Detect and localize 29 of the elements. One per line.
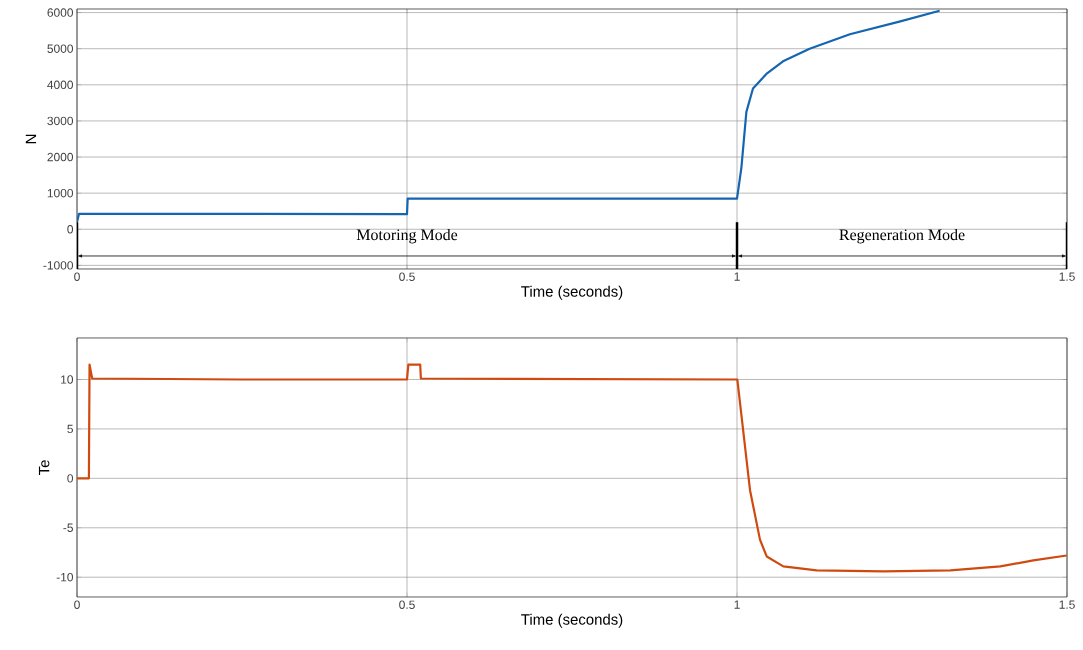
y-tick-label: 0 xyxy=(67,225,74,234)
y-tick-label: 5 xyxy=(67,424,73,434)
x-tick-label: 1 xyxy=(734,600,740,609)
x-tick-label: 1.5 xyxy=(1059,272,1075,281)
y-tick-label: 2000 xyxy=(47,152,74,162)
y-tick-label: 1000 xyxy=(47,188,74,198)
y-tick-label: 3000 xyxy=(47,116,74,126)
x-axis-title: Time (seconds) xyxy=(521,613,623,628)
line-series xyxy=(77,363,1068,573)
y-tick-label: -5 xyxy=(63,523,73,532)
x-tick-label: 0.5 xyxy=(399,600,415,609)
x-tick-label: 1 xyxy=(734,272,740,281)
y-tick-label: -10 xyxy=(56,572,74,582)
y-tick-label: -1000 xyxy=(43,261,74,270)
y-tick-label: 10 xyxy=(61,375,74,384)
line-series xyxy=(77,9,941,224)
y-axis-title: N xyxy=(25,134,37,144)
annotation: Motoring Mode xyxy=(356,228,458,244)
x-tick-label: 0.5 xyxy=(399,272,415,281)
y-axis-title: Te xyxy=(38,460,50,476)
y-tick-label: 6000 xyxy=(47,8,74,17)
x-tick-label: 1.5 xyxy=(1059,600,1075,609)
x-axis-title: Time (seconds) xyxy=(521,285,623,300)
y-tick-label: 4000 xyxy=(47,80,74,90)
x-tick-label: 0 xyxy=(74,600,80,609)
y-tick-label: 0 xyxy=(67,474,74,483)
x-tick-label: 0 xyxy=(74,272,80,281)
annotation: Regeneration Mode xyxy=(839,228,965,244)
y-tick-label: 5000 xyxy=(47,44,74,53)
